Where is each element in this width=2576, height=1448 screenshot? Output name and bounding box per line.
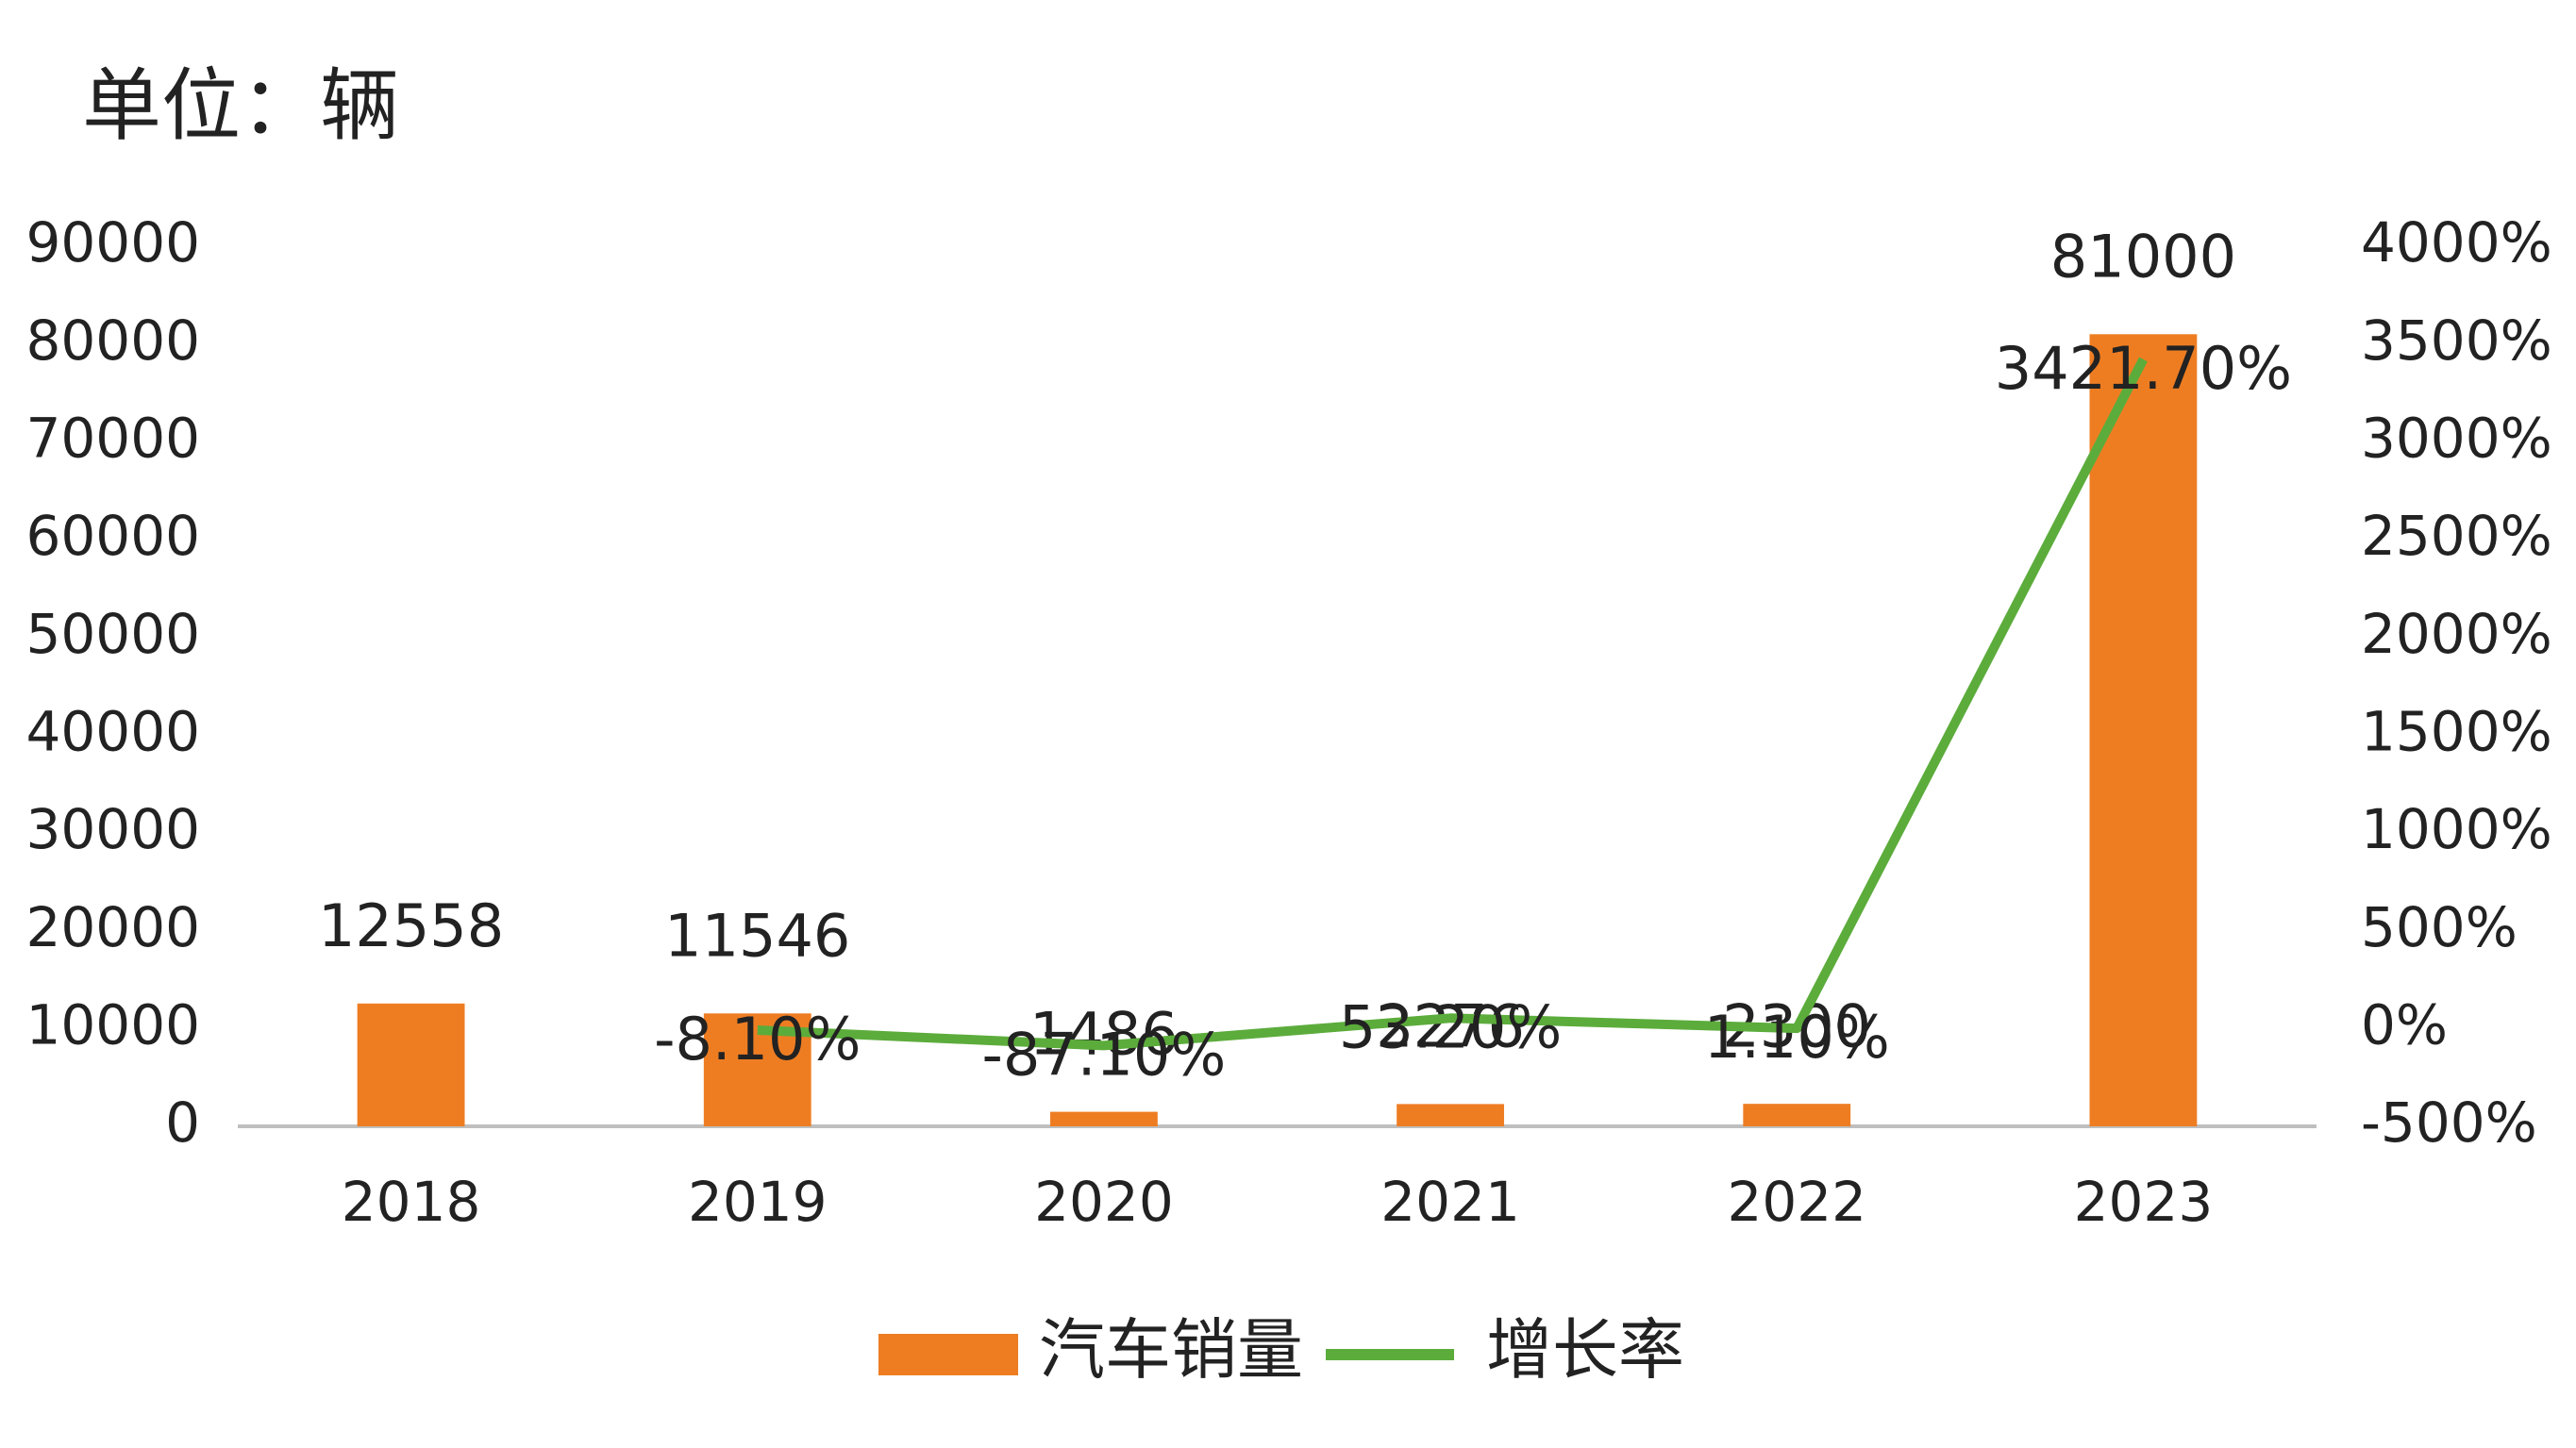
x-tick-label: 2021 <box>1380 1170 1520 1234</box>
y2-tick-label: 3000% <box>2361 406 2552 470</box>
y2-tick-label: 0% <box>2361 992 2448 1057</box>
y-tick-label: 10000 <box>25 992 200 1057</box>
y2-tick-label: 500% <box>2361 895 2517 959</box>
bar-value-label: 81000 <box>2050 222 2236 291</box>
x-tick-label: 2020 <box>1034 1170 1174 1234</box>
y2-tick-label: 2000% <box>2361 602 2552 666</box>
y2-tick-label: -500% <box>2361 1090 2537 1155</box>
line <box>757 357 2148 1051</box>
y-tick-label: 20000 <box>25 895 200 959</box>
line-value-label: 1.10% <box>1704 1003 1890 1072</box>
y-tick-label: 30000 <box>25 797 200 861</box>
bar <box>1050 1111 1158 1126</box>
y2-tick-label: 1000% <box>2361 797 2552 861</box>
bar <box>357 1003 465 1126</box>
bar-value-label: 12558 <box>318 891 504 960</box>
x-tick-label: 2019 <box>688 1170 828 1234</box>
x-tick-label: 2022 <box>1727 1170 1866 1234</box>
y-tick-label: 0 <box>165 1090 200 1155</box>
y2-tick-label: 3500% <box>2361 308 2552 373</box>
y2-tick-label: 4000% <box>2361 210 2552 275</box>
bar <box>1743 1104 1851 1126</box>
y-tick-label: 90000 <box>25 210 200 275</box>
y-tick-label: 50000 <box>25 602 200 666</box>
x-tick-label: 2023 <box>2074 1170 2214 1234</box>
legend-swatch <box>878 1334 1018 1375</box>
y-tick-label: 80000 <box>25 308 200 373</box>
y-tick-label: 40000 <box>25 699 200 763</box>
y-tick-label: 60000 <box>25 504 200 568</box>
y2-tick-label: 1500% <box>2361 699 2552 763</box>
chart-title: 单位：辆 <box>82 59 399 152</box>
y-tick-label: 70000 <box>25 406 200 470</box>
line-value-label: 3421.70% <box>1995 334 2292 403</box>
x-tick-label: 2018 <box>342 1170 481 1234</box>
line-value-label: -87.10% <box>982 1020 1227 1089</box>
bar <box>2089 334 2198 1126</box>
legend-label: 增长率 <box>1486 1311 1684 1389</box>
line-value-label: 53.20% <box>1339 992 1562 1061</box>
bar-value-label: 1486 <box>1029 1000 1179 1069</box>
line-value-label: -8.10% <box>654 1005 861 1074</box>
bar-value-label: 11546 <box>664 901 850 970</box>
y2-tick-label: 2500% <box>2361 504 2552 568</box>
bar <box>1397 1104 1504 1126</box>
legend-label: 汽车销量 <box>1039 1311 1303 1389</box>
